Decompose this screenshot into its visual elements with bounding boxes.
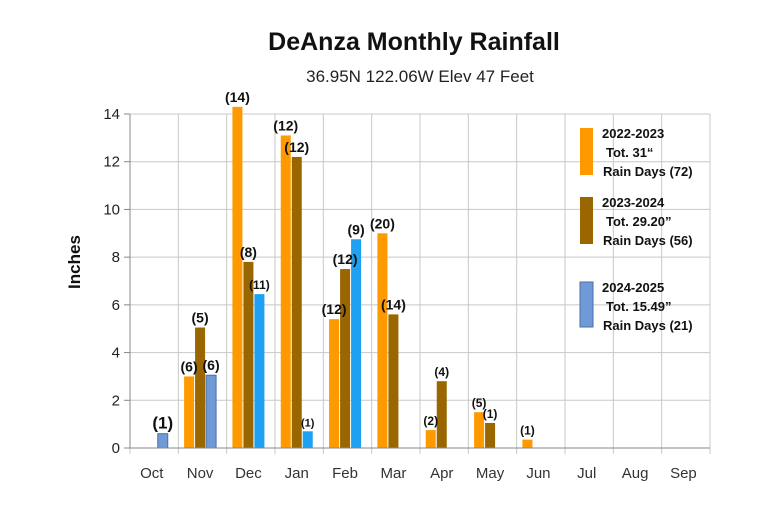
bar-2022-2023-Jan <box>280 135 291 448</box>
x-tick-label: May <box>476 465 505 482</box>
x-tick-label: Jun <box>526 465 550 482</box>
bar-2023-2024-Mar <box>388 314 399 448</box>
y-tick-label: 14 <box>103 106 120 123</box>
data-label: (6) <box>181 358 198 374</box>
data-label: (5) <box>192 310 209 326</box>
legend-text: Tot. 31“ <box>606 145 653 160</box>
data-label: (14) <box>381 296 406 312</box>
chart-subtitle: 36.95N 122.06W Elev 47 Feet <box>306 67 534 86</box>
bar-2022-2023-Mar <box>377 233 388 448</box>
legend: 2022-2023 Tot. 31“ Rain Days (72) 2023-2024… <box>579 126 693 333</box>
legend-swatch <box>580 128 593 175</box>
legend-text: Tot. 15.49” <box>606 299 672 314</box>
bar-2023-2024-May <box>485 422 496 448</box>
y-tick-label: 8 <box>112 249 120 266</box>
data-label: (1) <box>483 407 498 421</box>
x-tick-label: Jul <box>577 465 596 482</box>
legend-text: 2023-2024 <box>602 195 665 210</box>
bar-2022-2023-Jun <box>522 439 533 448</box>
bar-2024-2025-Jan <box>302 431 313 448</box>
data-label: (1) <box>520 424 535 438</box>
bar-2023-2024-Dec <box>243 261 254 448</box>
data-label: (4) <box>434 365 449 379</box>
legend-text: 2024-2025 <box>602 280 664 295</box>
legend-text: Rain Days (72) <box>603 164 693 179</box>
x-tick-label: Apr <box>430 465 453 482</box>
chart-title: DeAnza Monthly Rainfall <box>268 28 560 56</box>
bar-2024-2025-Feb <box>351 239 362 448</box>
grid <box>129 113 711 454</box>
data-label: (20) <box>370 215 395 231</box>
bar-2024-2025-Nov <box>205 374 217 449</box>
y-tick-label: 0 <box>112 440 120 457</box>
bar-2023-2024-Jan <box>291 156 302 448</box>
bar-2024-2025-Dec <box>254 294 265 448</box>
x-tick-label: Mar <box>380 465 406 482</box>
bar-2024-2025-Oct <box>157 433 169 449</box>
data-label: (9) <box>348 221 365 237</box>
bar-2023-2024-Apr <box>436 381 447 448</box>
bar-2022-2023-Apr <box>425 430 436 448</box>
y-tick-label: 4 <box>112 345 120 362</box>
data-label: (12) <box>333 251 358 267</box>
data-label: (14) <box>225 89 250 105</box>
legend-swatch <box>580 197 593 244</box>
x-tick-label: Aug <box>622 465 649 482</box>
data-label: (6) <box>203 357 220 373</box>
x-tick-label: Dec <box>235 465 262 482</box>
y-tick-label: 10 <box>103 201 120 218</box>
y-axis-label: Inches <box>65 235 84 289</box>
axes: 0 2 4 6 8 10 12 14 Oct Nov Dec Jan Feb Mar Apr May Jun Ju… <box>103 106 710 482</box>
bar-2022-2023-Nov <box>184 376 195 448</box>
x-tick-label: Feb <box>332 465 358 482</box>
bar-2023-2024-Feb <box>340 269 351 448</box>
legend-text: Tot. 29.20” <box>606 214 672 229</box>
data-label: (12) <box>284 139 309 155</box>
legend-text: Rain Days (21) <box>603 318 693 333</box>
y-tick-label: 6 <box>112 297 120 314</box>
y-tick-label: 2 <box>112 392 120 409</box>
data-label: (1) <box>301 417 315 429</box>
bar-2023-2024-Nov <box>195 327 206 448</box>
data-label: (2) <box>423 414 438 428</box>
x-tick-label: Sep <box>670 465 697 482</box>
y-tick-label: 12 <box>103 154 120 171</box>
data-label: (12) <box>322 301 347 317</box>
x-tick-label: Nov <box>187 465 214 482</box>
legend-text: Rain Days (56) <box>603 233 693 248</box>
data-label: (1) <box>152 414 173 433</box>
legend-swatch <box>579 281 594 328</box>
bar-2022-2023-May <box>474 412 485 448</box>
data-label: (12) <box>273 117 298 133</box>
bars <box>157 106 533 449</box>
data-label: (8) <box>240 244 257 260</box>
data-label: (11) <box>249 278 270 292</box>
x-tick-label: Oct <box>140 465 164 482</box>
legend-text: 2022-2023 <box>602 126 664 141</box>
data-labels: (6)(14)(12)(12)(20)(2)(5)(1)(5)(8)(12)(1… <box>152 89 534 438</box>
bar-2022-2023-Feb <box>329 319 340 448</box>
data-label: (5) <box>472 396 487 410</box>
bar-2022-2023-Dec <box>232 106 243 448</box>
x-tick-label: Jan <box>285 465 309 482</box>
